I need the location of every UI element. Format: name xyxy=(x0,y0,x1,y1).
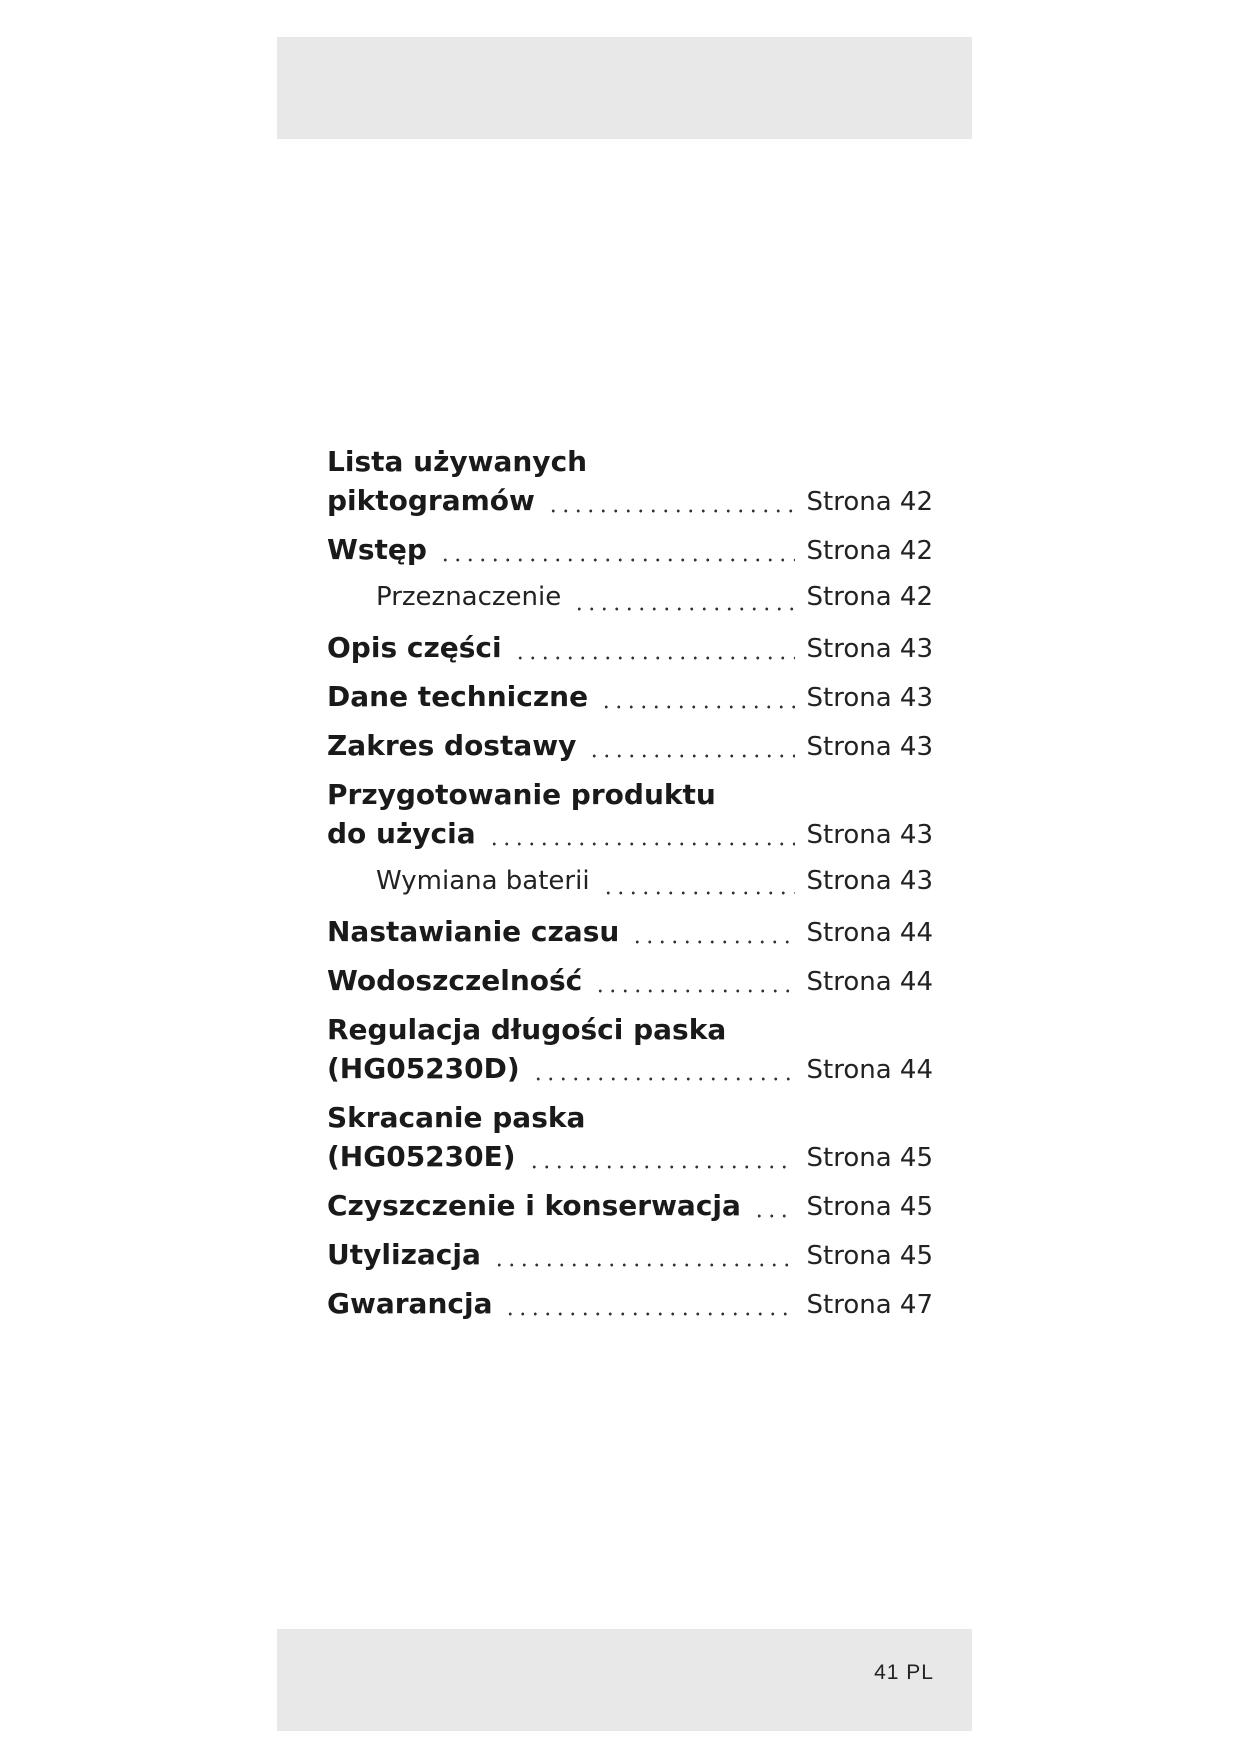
toc-entry-line: Skracanie paska xyxy=(327,1101,933,1140)
toc-entry-title: Nastawianie czasu xyxy=(327,915,620,948)
toc-entry-page: Strona 43 xyxy=(806,634,933,664)
leader-dots xyxy=(631,940,795,944)
toc-entry-title: Gwarancja xyxy=(327,1287,493,1320)
toc-entry-page: Strona 44 xyxy=(806,918,933,948)
toc-entry[interactable]: Czyszczenie i konserwacja Strona 45 xyxy=(327,1189,933,1228)
leader-dots xyxy=(504,1312,795,1316)
toc-entry-title: Czyszczenie i konserwacja xyxy=(327,1189,741,1222)
toc-entry[interactable]: Utylizacja Strona 45 xyxy=(327,1238,933,1277)
toc-entry-title: do użycia xyxy=(327,817,476,850)
leader-dots xyxy=(594,989,795,993)
leader-dots xyxy=(492,1263,795,1267)
toc-entry-line: piktogramów Strona 42 xyxy=(327,484,933,523)
toc-entry[interactable]: Nastawianie czasu Strona 44 xyxy=(327,915,933,954)
toc-entry-page: Strona 47 xyxy=(806,1290,933,1320)
toc-entry[interactable]: Wodoszczelność Strona 44 xyxy=(327,964,933,1003)
leader-dots xyxy=(600,705,795,709)
toc-entry[interactable]: Lista używanych piktogramów Strona 42 xyxy=(327,445,933,523)
leader-dots xyxy=(531,1077,795,1081)
header-band xyxy=(277,37,972,139)
toc-entry-title: Zakres dostawy xyxy=(327,729,577,762)
toc-entry[interactable]: Przeznaczenie Strona 42 xyxy=(327,582,933,621)
toc-entry-line: Przeznaczenie Strona 42 xyxy=(327,582,933,621)
toc-entry-page: Strona 43 xyxy=(806,866,933,896)
leader-dots xyxy=(752,1214,795,1218)
toc-entry[interactable]: Zakres dostawy Strona 43 xyxy=(327,729,933,768)
toc-entry-line: Wodoszczelność Strona 44 xyxy=(327,964,933,1003)
leader-dots xyxy=(546,509,795,513)
toc-entry-page: Strona 44 xyxy=(806,1055,933,1085)
leader-dots xyxy=(527,1165,795,1169)
leader-dots xyxy=(438,558,795,562)
toc-entry-title: (HG05230D) xyxy=(327,1052,520,1085)
toc-entry-title: Utylizacja xyxy=(327,1238,481,1271)
leader-dots xyxy=(588,754,795,758)
toc-entry-title: Przygotowanie produktu xyxy=(327,778,716,811)
toc-entry-title: Skracanie paska xyxy=(327,1101,586,1134)
toc-entry-page: Strona 45 xyxy=(806,1241,933,1271)
toc-entry-page: Strona 45 xyxy=(806,1192,933,1222)
toc-entry-title: Przeznaczenie xyxy=(376,582,562,612)
toc-entry-page: Strona 42 xyxy=(806,536,933,566)
leader-dots xyxy=(513,656,795,660)
toc-entry-title: Dane techniczne xyxy=(327,680,589,713)
toc-entry-line: Zakres dostawy Strona 43 xyxy=(327,729,933,768)
toc-entry-title: piktogramów xyxy=(327,484,535,517)
toc-entry-title: Opis części xyxy=(327,631,502,664)
toc-entry-title: Wymiana baterii xyxy=(376,866,590,896)
toc-entry-line: (HG05230D) Strona 44 xyxy=(327,1052,933,1091)
toc-entry[interactable]: Dane techniczne Strona 43 xyxy=(327,680,933,719)
toc-entry-line: Gwarancja Strona 47 xyxy=(327,1287,933,1326)
toc-entry-page: Strona 43 xyxy=(806,732,933,762)
toc-entry[interactable]: Wymiana baterii Strona 43 xyxy=(327,866,933,905)
toc-entry-title: (HG05230E) xyxy=(327,1140,516,1173)
leader-dots xyxy=(573,607,795,611)
leader-dots xyxy=(487,842,795,846)
toc-entry-title: Lista używanych xyxy=(327,445,588,478)
toc-entry-line: do użycia Strona 43 xyxy=(327,817,933,856)
toc-entry-line: (HG05230E) Strona 45 xyxy=(327,1140,933,1179)
toc-entry-line: Czyszczenie i konserwacja Strona 45 xyxy=(327,1189,933,1228)
toc-entry-line: Regulacja długości paska xyxy=(327,1013,933,1052)
toc-entry-page: Strona 45 xyxy=(806,1143,933,1173)
leader-dots xyxy=(601,891,795,895)
toc-entry[interactable]: Opis części Strona 43 xyxy=(327,631,933,670)
toc-entry-line: Lista używanych xyxy=(327,445,933,484)
toc-entry-line: Wymiana baterii Strona 43 xyxy=(327,866,933,905)
toc-entry-line: Nastawianie czasu Strona 44 xyxy=(327,915,933,954)
toc-entry-page: Strona 42 xyxy=(806,582,933,612)
toc-entry[interactable]: Przygotowanie produktu do użycia Strona 43 xyxy=(327,778,933,856)
toc-entry-page: Strona 42 xyxy=(806,487,933,517)
toc-entry-line: Opis części Strona 43 xyxy=(327,631,933,670)
footer-band: 41 PL xyxy=(277,1629,972,1731)
toc-entry-page: Strona 44 xyxy=(806,967,933,997)
toc-entry[interactable]: Skracanie paska (HG05230E) Strona 45 xyxy=(327,1101,933,1179)
toc-entry-line: Wstęp Strona 42 xyxy=(327,533,933,572)
toc-entry[interactable]: Wstęp Strona 42 xyxy=(327,533,933,572)
toc-entry-title: Wodoszczelność xyxy=(327,964,583,997)
page-number: 41 PL xyxy=(874,1661,934,1684)
table-of-contents: Lista używanych piktogramów Strona 42 Wstęp… xyxy=(327,445,933,1336)
toc-entry-line: Utylizacja Strona 45 xyxy=(327,1238,933,1277)
toc-entry-line: Przygotowanie produktu xyxy=(327,778,933,817)
toc-entry[interactable]: Regulacja długości paska (HG05230D) Strona… xyxy=(327,1013,933,1091)
toc-entry-title: Wstęp xyxy=(327,533,427,566)
toc-entry-line: Dane techniczne Strona 43 xyxy=(327,680,933,719)
toc-entry[interactable]: Gwarancja Strona 47 xyxy=(327,1287,933,1326)
toc-entry-page: Strona 43 xyxy=(806,820,933,850)
toc-entry-title: Regulacja długości paska xyxy=(327,1013,727,1046)
toc-entry-page: Strona 43 xyxy=(806,683,933,713)
